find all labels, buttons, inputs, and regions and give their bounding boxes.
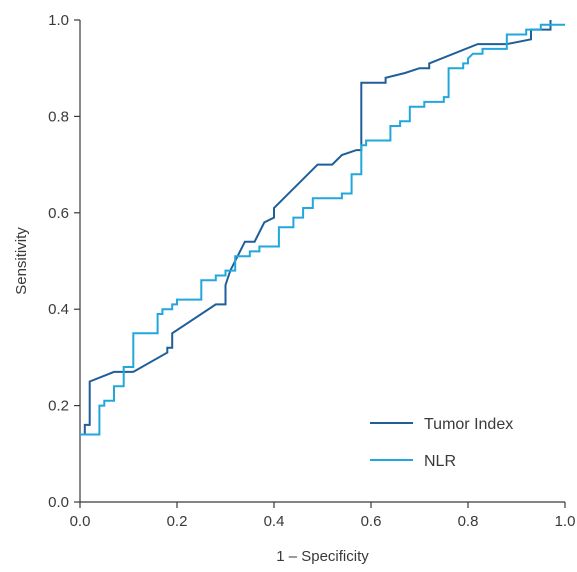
x-axis-title: 1 – Specificity xyxy=(276,548,369,565)
x-tick-label: 0.8 xyxy=(458,513,479,530)
x-tick-label: 0.6 xyxy=(361,513,382,530)
series-lines xyxy=(80,20,565,436)
series-line-nlr xyxy=(80,23,565,436)
x-tick-label: 0.0 xyxy=(70,513,91,530)
y-axis-title: Sensitivity xyxy=(13,227,30,295)
y-tick-label: 0.4 xyxy=(48,301,69,318)
x-tick-label: 0.4 xyxy=(264,513,285,530)
series-line-tumor-index xyxy=(80,20,552,436)
legend-label: NLR xyxy=(424,453,456,470)
legend-label: Tumor Index xyxy=(424,416,513,433)
y-tick-label: 0.0 xyxy=(48,494,69,511)
x-tick-label: 0.2 xyxy=(167,513,188,530)
y-tick-label: 0.8 xyxy=(48,108,69,125)
x-tick-label: 1.0 xyxy=(555,513,576,530)
axes xyxy=(79,20,565,503)
y-tick-label: 0.2 xyxy=(48,398,69,415)
ticks: 0.0 0.2 0.4 0.6 0.8 1.0 0.0 0.2 0.4 0.6 0.8 1.0 xyxy=(48,12,575,530)
legend: Tumor Index NLR xyxy=(370,416,513,470)
y-tick-label: 1.0 xyxy=(48,12,69,29)
y-tick-label: 0.6 xyxy=(48,205,69,222)
